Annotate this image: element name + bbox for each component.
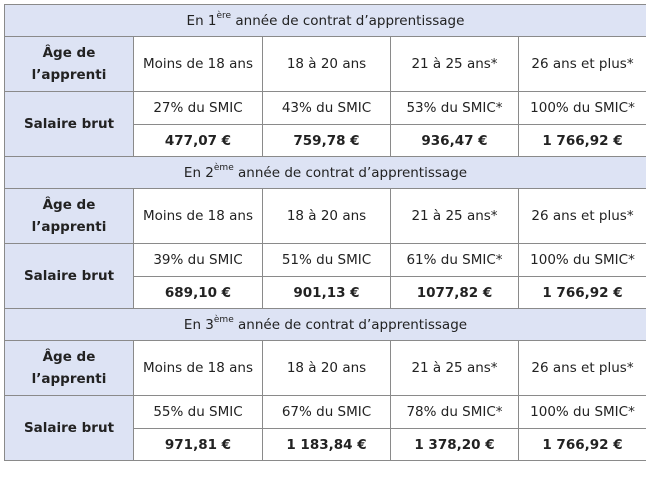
amount-row: 689,10 €901,13 €1077,82 €1 766,92 € (5, 276, 646, 309)
percent-cell: 61% du SMIC* (390, 243, 519, 277)
amount-cell: 901,13 € (262, 276, 391, 309)
year-header-prefix: En 1 (186, 12, 217, 29)
year-header: En 1ère année de contrat d’apprentissage (4, 4, 646, 37)
percent-cell: 67% du SMIC (262, 395, 391, 429)
amount-cell: 1077,82 € (390, 276, 519, 309)
age-cell: 18 à 20 ans (262, 188, 391, 244)
percent-cell: 51% du SMIC (262, 243, 391, 277)
amount-cell: 1 378,20 € (390, 428, 519, 461)
age-cell: Moins de 18 ans (133, 340, 263, 396)
percent-cell: 53% du SMIC* (390, 91, 519, 125)
percent-row: Salaire brut 39% du SMIC 51% du SMIC 61% du… (4, 243, 646, 309)
year-header-suffix: année de contrat d’apprentissage (233, 164, 468, 181)
age-cell: 21 à 25 ans* (390, 340, 519, 396)
amount-cell: 1 766,92 € (518, 124, 646, 157)
percent-cell: 100% du SMIC* (518, 395, 646, 429)
age-cell: Moins de 18 ans (133, 188, 263, 244)
amount-cell: 1 766,92 € (518, 428, 646, 461)
year-header-prefix: En 3 (183, 316, 214, 333)
salary-table-container: En 1ère année de contrat d’apprentissage… (4, 4, 646, 475)
year-header-suffix: année de contrat d’apprentissage (233, 316, 468, 333)
amount-cell: 477,07 € (133, 124, 263, 157)
age-label: Âge de l’apprenti (4, 36, 134, 92)
amount-cell: 971,81 € (133, 428, 263, 461)
year-header-ordinal: ème (213, 315, 234, 325)
percent-cell: 39% du SMIC (133, 243, 263, 277)
year-header-row: En 1ère année de contrat d’apprentissage (4, 4, 646, 37)
percent-cell: 100% du SMIC* (518, 91, 646, 125)
percent-cell: 27% du SMIC (133, 91, 263, 125)
age-cell: 21 à 25 ans* (390, 36, 519, 92)
age-cell: 21 à 25 ans* (390, 188, 519, 244)
percent-cell: 100% du SMIC* (518, 243, 646, 277)
amount-cell: 1 766,92 € (518, 276, 646, 309)
amount-row: 971,81 €1 183,84 €1 378,20 €1 766,92 € (5, 428, 646, 461)
amount-cell: 759,78 € (262, 124, 391, 157)
percent-cell: 78% du SMIC* (390, 395, 519, 429)
age-cell: 26 ans et plus* (518, 188, 646, 244)
amount-cell: 936,47 € (390, 124, 519, 157)
age-row: Âge de l’apprenti Moins de 18 ans 18 à 20 … (4, 36, 646, 92)
age-cell: 18 à 20 ans (262, 36, 391, 92)
year-header-ordinal: ère (216, 11, 232, 21)
percent-row: Salaire brut 27% du SMIC 43% du SMIC 53% du… (4, 91, 646, 157)
year-header-suffix: année de contrat d’apprentissage (231, 12, 465, 29)
salary-label: Salaire brut (4, 243, 134, 309)
age-row: Âge de l’apprenti Moins de 18 ans 18 à 20 … (4, 188, 646, 244)
percent-cell: 43% du SMIC (262, 91, 391, 125)
year-header-prefix: En 2 (183, 164, 214, 181)
amount-cell: 1 183,84 € (262, 428, 391, 461)
year-header-row: En 3ème année de contrat d’apprentissage (4, 308, 646, 341)
percent-cell: 55% du SMIC (133, 395, 263, 429)
year-header: En 2ème année de contrat d’apprentissage (4, 156, 646, 189)
amount-cell: 689,10 € (133, 276, 263, 309)
year-header: En 3ème année de contrat d’apprentissage (4, 308, 646, 341)
age-cell: Moins de 18 ans (133, 36, 263, 92)
amount-row: 477,07 €759,78 €936,47 €1 766,92 € (5, 124, 646, 157)
percent-row: Salaire brut 55% du SMIC 67% du SMIC 78% du… (4, 395, 646, 461)
year-header-row: En 2ème année de contrat d’apprentissage (4, 156, 646, 189)
salary-label: Salaire brut (4, 91, 134, 157)
year-header-ordinal: ème (213, 163, 234, 173)
apprentice-salary-table: En 1ère année de contrat d’apprentissage… (4, 4, 646, 461)
age-row: Âge de l’apprenti Moins de 18 ans 18 à 20 … (4, 340, 646, 396)
age-label: Âge de l’apprenti (4, 340, 134, 396)
age-label: Âge de l’apprenti (4, 188, 134, 244)
age-cell: 26 ans et plus* (518, 36, 646, 92)
age-cell: 26 ans et plus* (518, 340, 646, 396)
salary-label: Salaire brut (4, 395, 134, 461)
age-cell: 18 à 20 ans (262, 340, 391, 396)
